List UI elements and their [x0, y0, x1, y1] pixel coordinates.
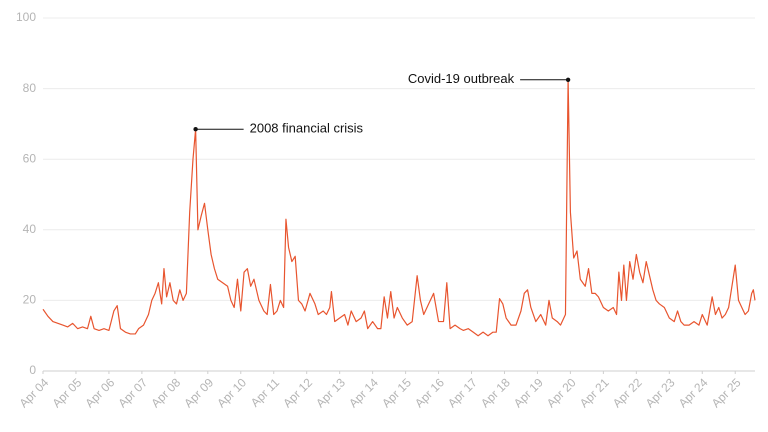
x-tick-label: Apr 25 [709, 375, 744, 410]
x-tick-label: Apr 20 [544, 375, 579, 410]
x-tick-label: Apr 21 [577, 375, 612, 410]
y-tick-label: 60 [23, 151, 37, 165]
x-tick-label: Apr 10 [214, 375, 249, 410]
x-tick-label: Apr 07 [115, 375, 150, 410]
x-tick-label: Apr 08 [148, 375, 183, 410]
annotation-text: Covid-19 outbreak [408, 71, 515, 86]
x-tick-label: Apr 15 [379, 375, 414, 410]
x-tick-label: Apr 16 [412, 375, 447, 410]
x-tick-label: Apr 09 [181, 375, 216, 410]
x-tick-label: Apr 18 [478, 375, 513, 410]
y-tick-label: 20 [23, 293, 37, 307]
annotation-dot [565, 77, 571, 82]
annotation-dot [193, 126, 198, 132]
x-tick-label: Apr 04 [16, 375, 51, 410]
annotation-text: 2008 financial crisis [250, 121, 364, 136]
y-tick-label: 40 [23, 222, 37, 236]
y-tick-label: 80 [23, 81, 37, 95]
y-tick-label: 100 [16, 10, 36, 24]
x-tick-label: Apr 14 [346, 375, 381, 410]
x-tick-label: Apr 19 [511, 375, 546, 410]
x-tick-label: Apr 17 [445, 375, 480, 410]
x-tick-label: Apr 22 [610, 375, 645, 410]
x-tick-label: Apr 24 [676, 375, 711, 410]
x-tick-label: Apr 12 [280, 375, 315, 410]
x-tick-label: Apr 06 [82, 375, 117, 410]
x-tick-label: Apr 11 [248, 375, 283, 410]
x-tick-label: Apr 05 [49, 375, 84, 410]
series-line [42, 79, 756, 337]
x-tick-label: Apr 23 [643, 375, 678, 410]
x-tick-label: Apr 13 [313, 375, 348, 410]
y-tick-label: 0 [29, 363, 36, 377]
